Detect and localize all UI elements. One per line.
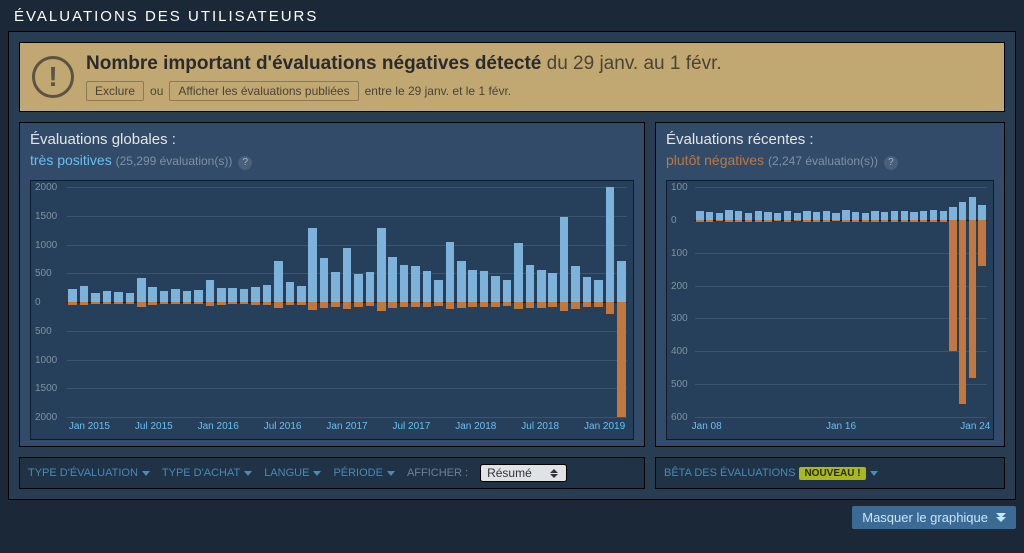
filters-left: TYPE D'ÉVALUATION TYPE D'ACHAT LANGUE PÉ… [19, 457, 645, 489]
global-rating-count: (25,299 évaluation(s)) [116, 154, 233, 168]
hide-chart-row: Masquer le graphique [8, 506, 1016, 529]
recent-rating-label: plutôt négatives [666, 152, 764, 168]
recent-plot[interactable]: Jan 08Jan 16Jan 24 100010020030040050060… [666, 180, 994, 440]
help-icon[interactable]: ? [884, 156, 898, 170]
chevron-down-icon [142, 471, 150, 476]
filter-label: LANGUE [264, 467, 309, 479]
show-published-button[interactable]: Afficher les évaluations publiées [169, 81, 358, 101]
hide-chart-label: Masquer le graphique [862, 510, 988, 525]
select-value: Résumé [487, 466, 532, 480]
warning-dates: du 29 janv. au 1 févr. [547, 53, 722, 74]
recent-bars-area [695, 187, 987, 417]
global-rating-label: très positives [30, 152, 112, 168]
filter-period[interactable]: PÉRIODE [333, 467, 395, 479]
filter-label: TYPE D'ÉVALUATION [28, 467, 138, 479]
section-title: ÉVALUATIONS DES UTILISATEURS [0, 0, 1024, 31]
warning-trailing: entre le 29 janv. et le 1 févr. [365, 84, 512, 98]
reviews-panel: ÉVALUATIONS DES UTILISATEURS ! Nombre im… [0, 0, 1024, 529]
global-bars-area [67, 187, 627, 417]
recent-reviews-chart: Évaluations récentes : plutôt négatives … [655, 122, 1005, 447]
warning-icon: ! [32, 56, 74, 98]
global-x-axis: Jan 2015Jul 2015Jan 2016Jul 2016Jan 2017… [67, 421, 627, 435]
global-reviews-chart: Évaluations globales : très positives (2… [19, 122, 645, 447]
filter-beta[interactable]: BÊTA DES ÉVALUATIONS NOUVEAU ! [664, 467, 878, 480]
review-bomb-warning: ! Nombre important d'évaluations négativ… [19, 42, 1005, 112]
warning-body: Nombre important d'évaluations négatives… [86, 53, 722, 101]
warning-or: ou [150, 84, 163, 98]
filters-right: BÊTA DES ÉVALUATIONS NOUVEAU ! [655, 457, 1005, 489]
display-label: AFFICHER : [407, 467, 468, 479]
recent-rating-count: (2,247 évaluation(s)) [768, 154, 878, 168]
hide-chart-button[interactable]: Masquer le graphique [852, 506, 1016, 529]
filter-label: PÉRIODE [333, 467, 383, 479]
filter-language[interactable]: LANGUE [264, 467, 321, 479]
filter-label: TYPE D'ACHAT [162, 467, 240, 479]
chevron-down-icon [870, 471, 878, 476]
recent-x-axis: Jan 08Jan 16Jan 24 [695, 421, 987, 435]
chevron-down-icon [244, 471, 252, 476]
reviews-container: ! Nombre important d'évaluations négativ… [8, 31, 1016, 500]
chevron-down-icon [387, 471, 395, 476]
exclude-button[interactable]: Exclure [86, 81, 144, 101]
chevron-double-down-icon [996, 514, 1006, 522]
select-arrows-icon [550, 469, 560, 478]
warning-headline: Nombre important d'évaluations négatives… [86, 53, 541, 74]
chevron-down-icon [313, 471, 321, 476]
new-badge: NOUVEAU ! [799, 467, 865, 480]
filter-purchase-type[interactable]: TYPE D'ACHAT [162, 467, 252, 479]
filter-review-type[interactable]: TYPE D'ÉVALUATION [28, 467, 150, 479]
recent-chart-title: Évaluations récentes : [666, 131, 994, 148]
filter-bar: TYPE D'ÉVALUATION TYPE D'ACHAT LANGUE PÉ… [19, 457, 1005, 489]
global-plot[interactable]: Jan 2015Jul 2015Jan 2016Jul 2016Jan 2017… [30, 180, 634, 440]
help-icon[interactable]: ? [238, 156, 252, 170]
charts-row: Évaluations globales : très positives (2… [19, 122, 1005, 447]
filter-label: BÊTA DES ÉVALUATIONS [664, 467, 795, 479]
global-chart-title: Évaluations globales : [30, 131, 634, 148]
display-select[interactable]: Résumé [480, 464, 567, 482]
